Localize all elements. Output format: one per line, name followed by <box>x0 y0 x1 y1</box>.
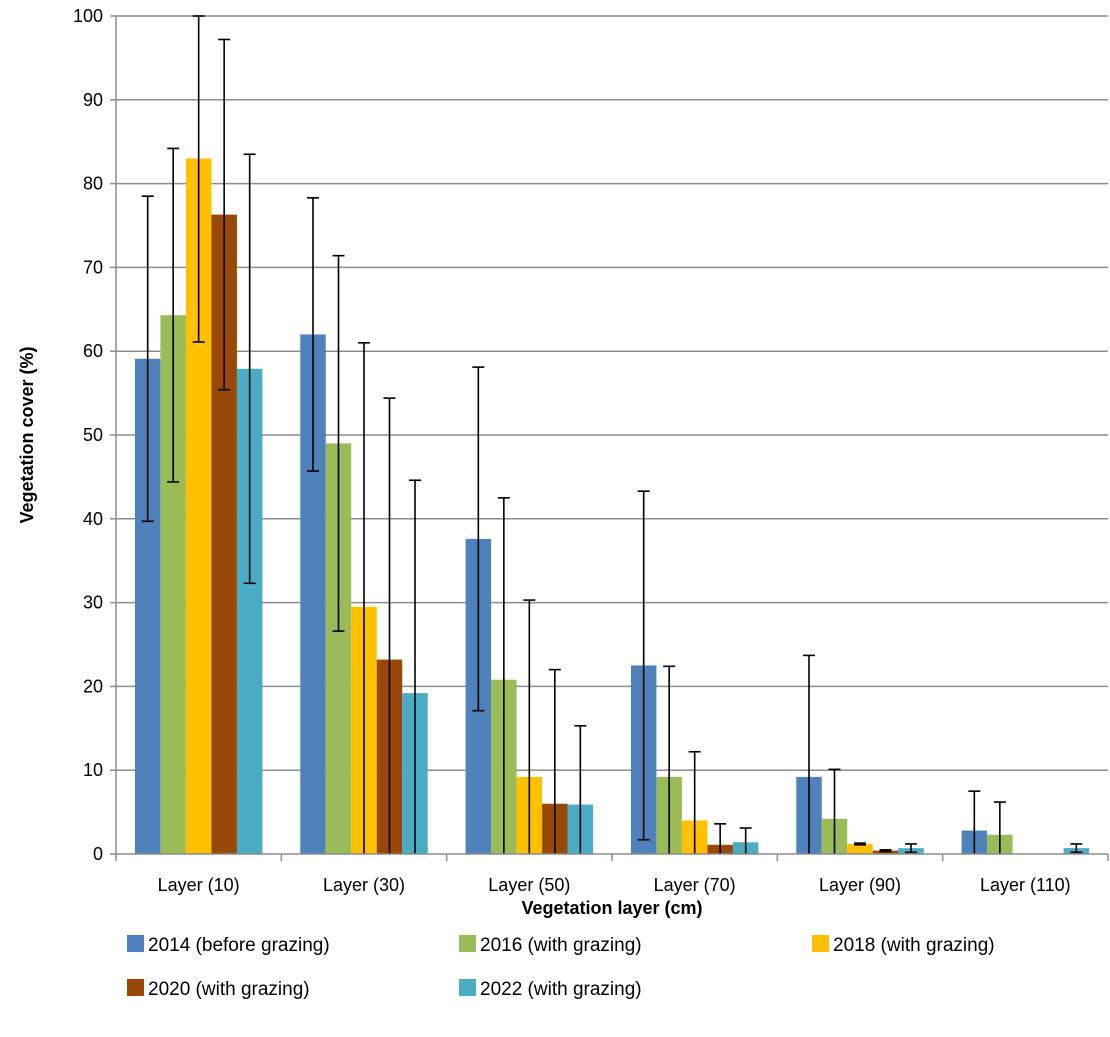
x-tick-label: Layer (70) <box>654 875 736 895</box>
legend-swatch <box>459 935 476 952</box>
y-tick-label: 60 <box>83 341 103 361</box>
bars <box>134 158 1090 854</box>
y-tick-label: 90 <box>83 90 103 110</box>
x-tick-label: Layer (10) <box>158 875 240 895</box>
legend-label: 2016 (with grazing) <box>480 935 642 956</box>
y-tick-label: 10 <box>83 760 103 780</box>
y-tick-label: 20 <box>83 676 103 696</box>
bar <box>872 850 899 854</box>
y-axis-title: Vegetation cover (%) <box>17 346 37 523</box>
legend: 2014 (before grazing) 2016 (with grazing)… <box>127 935 995 1000</box>
x-tick-label: Layer (30) <box>323 875 405 895</box>
x-tick-label: Layer (90) <box>819 875 901 895</box>
x-tick-label: Layer (110) <box>980 875 1071 895</box>
x-axis-title: Vegetation layer (cm) <box>521 898 702 918</box>
y-tick-label: 30 <box>83 593 103 613</box>
legend-swatch <box>127 935 144 952</box>
legend-label: 2022 (with grazing) <box>480 979 642 1000</box>
legend-label: 2014 (before grazing) <box>148 935 330 956</box>
legend-label: 2018 (with grazing) <box>833 935 995 956</box>
error-bars <box>141 15 1083 854</box>
y-tick-label: 0 <box>93 844 103 864</box>
y-tick-label: 70 <box>83 257 103 277</box>
legend-label: 2020 (with grazing) <box>148 979 310 1000</box>
gridlines <box>116 15 1108 771</box>
axes: 0 10 20 30 40 50 60 70 80 90 100 Layer (10) Layer (3… <box>73 6 1109 895</box>
y-tick-label: 100 <box>73 6 103 26</box>
y-tick-label: 50 <box>83 425 103 445</box>
y-tick-label: 40 <box>83 509 103 529</box>
legend-swatch <box>812 935 829 952</box>
bar <box>847 843 873 854</box>
y-tick-label: 80 <box>83 174 103 194</box>
legend-swatch <box>459 979 476 996</box>
legend-swatch <box>127 979 144 996</box>
x-tick-label: Layer (50) <box>488 875 570 895</box>
